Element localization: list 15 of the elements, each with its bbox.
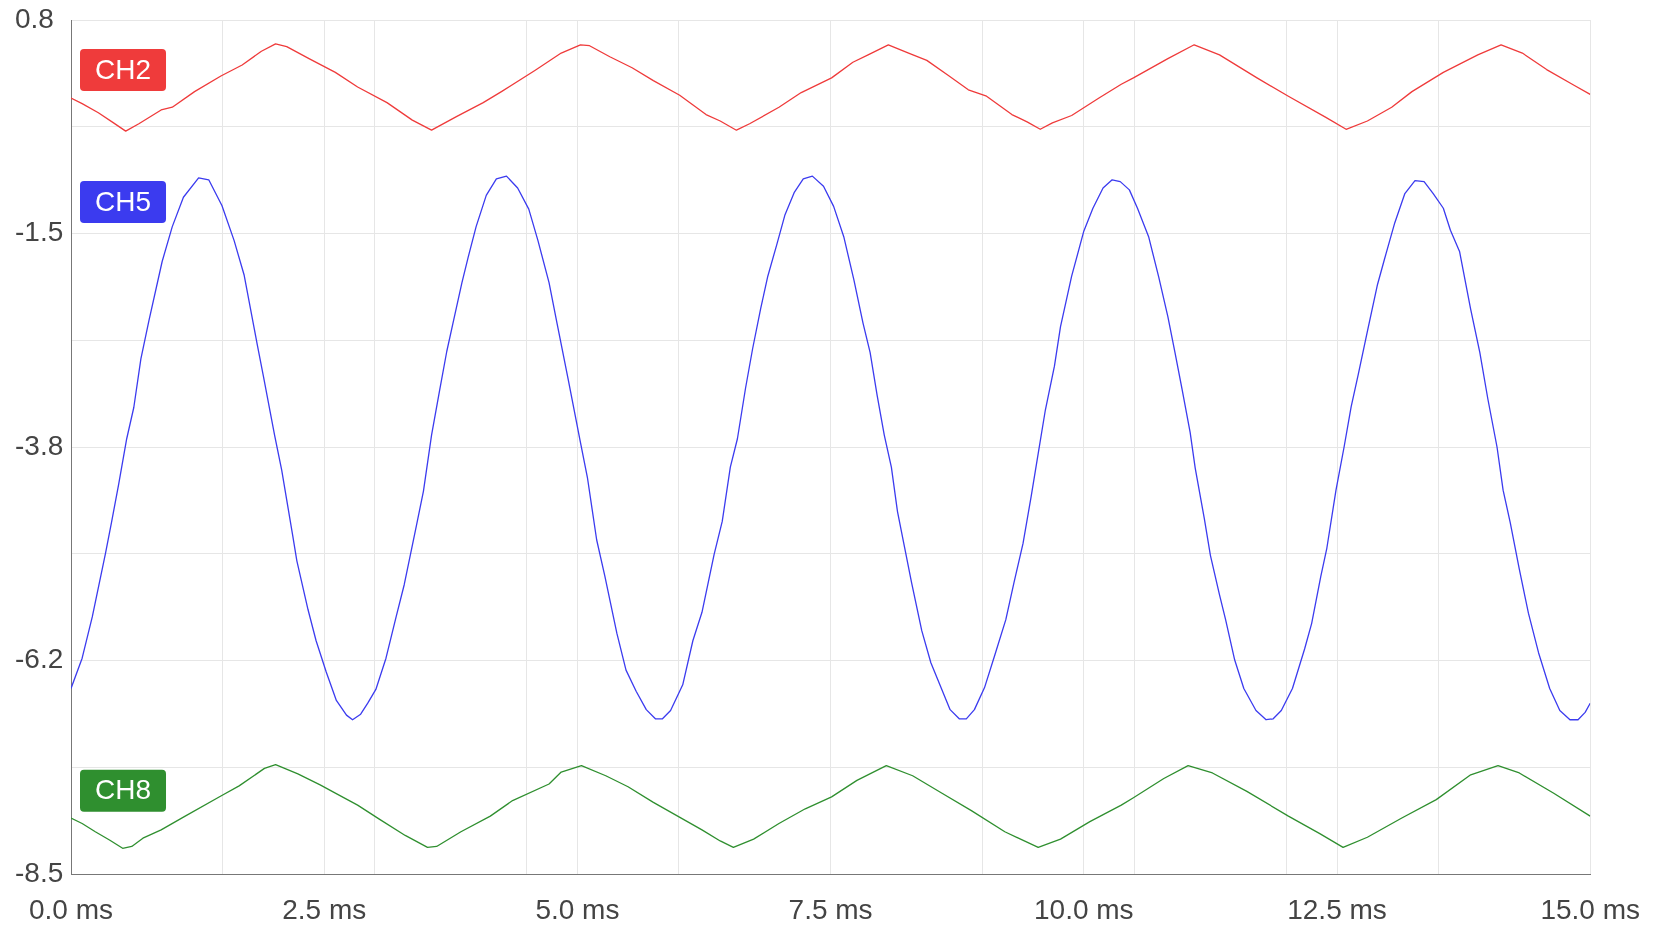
y-tick-label: -1.5: [15, 216, 64, 248]
series-label: CH8: [95, 774, 152, 806]
x-tick-label: 7.5 ms: [788, 893, 873, 925]
x-tick-label: 5.0 ms: [535, 893, 620, 925]
y-tick-label: -3.8: [15, 429, 64, 461]
x-tick-label: 12.5 ms: [1287, 893, 1387, 925]
x-tick-label: 15.0 ms: [1540, 893, 1640, 925]
x-tick-label: 2.5 ms: [282, 893, 367, 925]
series-label: CH2: [95, 53, 152, 85]
y-tick-label: 0.8: [15, 2, 54, 34]
x-tick-label: 0.0 ms: [28, 893, 114, 925]
series-label: CH5: [95, 185, 152, 217]
y-tick-label: -8.5: [15, 856, 64, 888]
x-tick-label: 10.0 ms: [1034, 893, 1134, 925]
y-tick-label: -6.2: [15, 643, 64, 675]
